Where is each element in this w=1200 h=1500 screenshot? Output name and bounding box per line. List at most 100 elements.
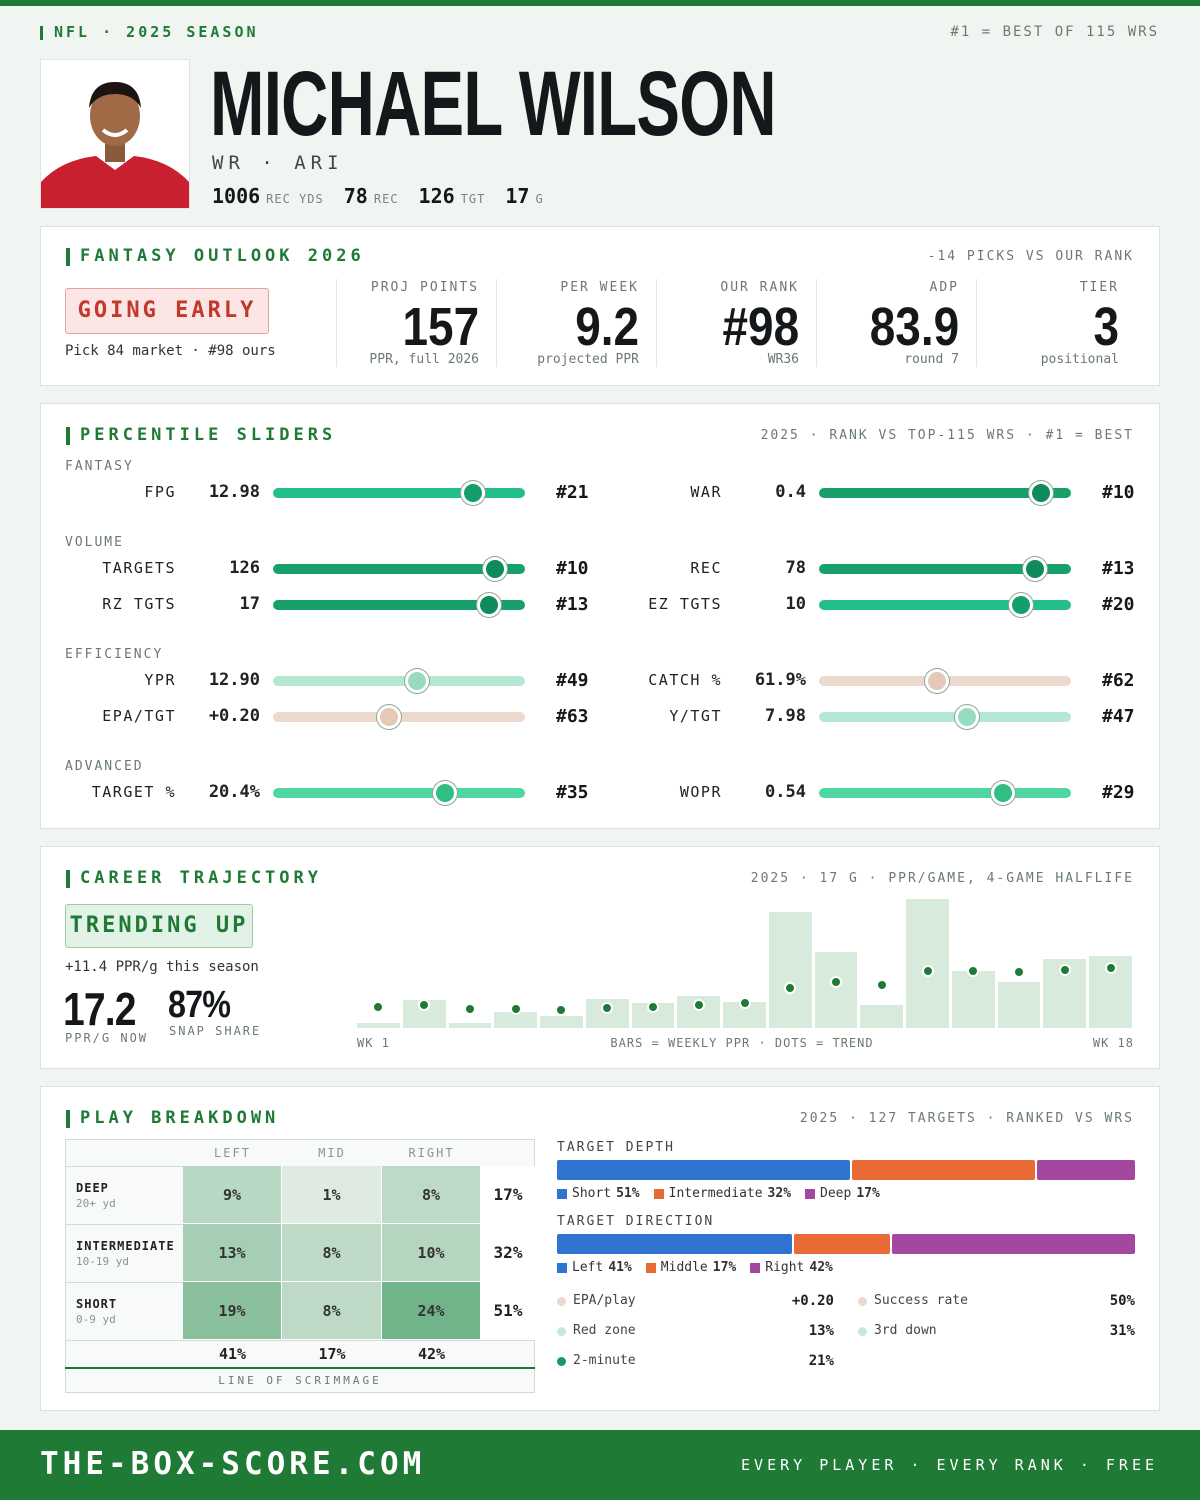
- slider-label: WOPR: [679, 783, 722, 801]
- column-divider: [976, 279, 977, 367]
- slider-track: [273, 676, 525, 686]
- row-sub: 10-19 yd: [76, 1255, 129, 1268]
- section-title: CAREER TRAJECTORY: [80, 868, 322, 888]
- outlook-sub: round 7: [904, 352, 959, 367]
- legend-swatch: [557, 1188, 567, 1199]
- slider-rank: #62: [1102, 670, 1135, 691]
- stat-value: 1006: [212, 184, 261, 208]
- stat-dot: [557, 1327, 566, 1336]
- trend-dot: [692, 999, 705, 1012]
- slider-marker: [955, 705, 979, 729]
- stack-segment: [851, 1160, 1035, 1180]
- outlook-value: 83.9: [869, 297, 959, 357]
- stat-label: Red zone: [573, 1323, 636, 1338]
- weekly-bar: [860, 1005, 904, 1028]
- weekly-bar: [357, 1023, 400, 1028]
- legend-value: 51%: [616, 1186, 640, 1201]
- stat-label: 3rd down: [874, 1323, 937, 1338]
- ppg-label: PPR/G NOW: [65, 1031, 149, 1045]
- stat-value: 17: [505, 184, 530, 208]
- section-title: PERCENTILE SLIDERS: [80, 425, 337, 445]
- legend-value: 32%: [767, 1186, 792, 1201]
- legend-name: Short: [572, 1186, 612, 1201]
- slider-rank: #10: [556, 558, 589, 579]
- slider-rank: #47: [1102, 706, 1135, 727]
- column-divider: [656, 279, 657, 367]
- legend-value: 17%: [856, 1186, 880, 1201]
- stack-segment: [793, 1234, 891, 1254]
- snap-share: 87%: [168, 984, 231, 1026]
- trend-dot: [418, 999, 431, 1012]
- legend-swatch: [750, 1262, 761, 1273]
- legend-swatch: [645, 1262, 656, 1273]
- legend-swatch: [653, 1188, 664, 1199]
- stat-label: 2-minute: [573, 1353, 636, 1368]
- heat-cell: 8%: [382, 1166, 481, 1224]
- trend-dot: [967, 965, 980, 978]
- heat-cell: 1%: [282, 1166, 382, 1224]
- slider-value: 12.90: [208, 670, 260, 690]
- stat-value: +0.20: [791, 1293, 834, 1309]
- heat-cell: 8%: [282, 1282, 382, 1340]
- stat-dot: [858, 1297, 867, 1306]
- scrimmage-label: LINE OF SCRIMMAGE: [218, 1374, 382, 1387]
- slider-label: RZ TGTS: [102, 595, 176, 613]
- trend-dot: [1104, 962, 1117, 975]
- stat-value: 21%: [808, 1353, 834, 1369]
- outlook-badge: GOING EARLY: [65, 288, 269, 334]
- slider-track: [273, 488, 525, 498]
- column-divider: [336, 279, 337, 367]
- slider-marker: [483, 557, 507, 581]
- slider-track: [819, 488, 1071, 498]
- legend-value: 42%: [809, 1260, 833, 1275]
- slider-rank: #35: [556, 782, 589, 803]
- footer-site: THE-BOX-SCORE.COM: [40, 1446, 426, 1482]
- slider-value: 20.4%: [208, 782, 260, 802]
- section-accent: [66, 870, 70, 888]
- slider-marker: [377, 705, 401, 729]
- column-total: 42%: [417, 1345, 446, 1363]
- trend-dot: [463, 1002, 476, 1015]
- x-start: WK 1: [357, 1036, 390, 1050]
- weekly-bar: [997, 981, 1041, 1028]
- stat-label: Success rate: [874, 1293, 968, 1308]
- trend-dot: [1013, 966, 1026, 979]
- photo: [40, 59, 190, 209]
- stack-legend: Left 41% Middle 17% Right 42%: [557, 1260, 847, 1275]
- slider-value: 12.98: [208, 482, 260, 502]
- section-note: 2025 · 127 TARGETS · RANKED VS WRS: [799, 1111, 1134, 1126]
- slider-marker: [925, 669, 949, 693]
- stat-value: 126: [418, 184, 455, 208]
- legend-value: 17%: [712, 1260, 737, 1275]
- section-note: 2025 · 17 G · PPR/GAME, 4-GAME HALFLIFE: [750, 871, 1134, 886]
- slider-value: 17: [239, 594, 260, 614]
- weekly-bar: [494, 1012, 538, 1028]
- group-label: ADVANCED: [65, 759, 144, 774]
- legend-swatch: [557, 1262, 567, 1273]
- slider-rank: #49: [556, 670, 589, 691]
- legend-name: Right: [765, 1260, 805, 1275]
- outlook-label: PER WEEK: [560, 280, 639, 295]
- slider-marker: [477, 593, 501, 617]
- header-stats: 1006 REC YDS 78 REC 126 TGT 17 G: [212, 184, 564, 208]
- slider-label: CATCH %: [648, 671, 722, 689]
- x-note: BARS = WEEKLY PPR · DOTS = TREND: [610, 1036, 874, 1050]
- legend-name: Left: [572, 1260, 604, 1275]
- stack-segment: [557, 1160, 850, 1180]
- slider-value: 126: [229, 558, 260, 578]
- slider-rank: #63: [556, 706, 589, 727]
- section-title: PLAY BREAKDOWN: [80, 1108, 280, 1128]
- stat-value: 78: [343, 184, 368, 208]
- slider-rank: #13: [1102, 558, 1135, 579]
- badge-note: Pick 84 market · #98 ours: [65, 343, 276, 359]
- weekly-bar: [906, 898, 949, 1028]
- slider-marker: [991, 781, 1015, 805]
- slider-value: 10: [785, 594, 806, 614]
- trend-dot: [830, 975, 843, 988]
- outlook-label: TIER: [1079, 280, 1119, 295]
- slider-marker: [1029, 481, 1053, 505]
- slider-label: TARGET %: [91, 783, 176, 801]
- row-total-cell: 17%: [481, 1166, 535, 1224]
- row-total-cell: 32%: [481, 1224, 535, 1282]
